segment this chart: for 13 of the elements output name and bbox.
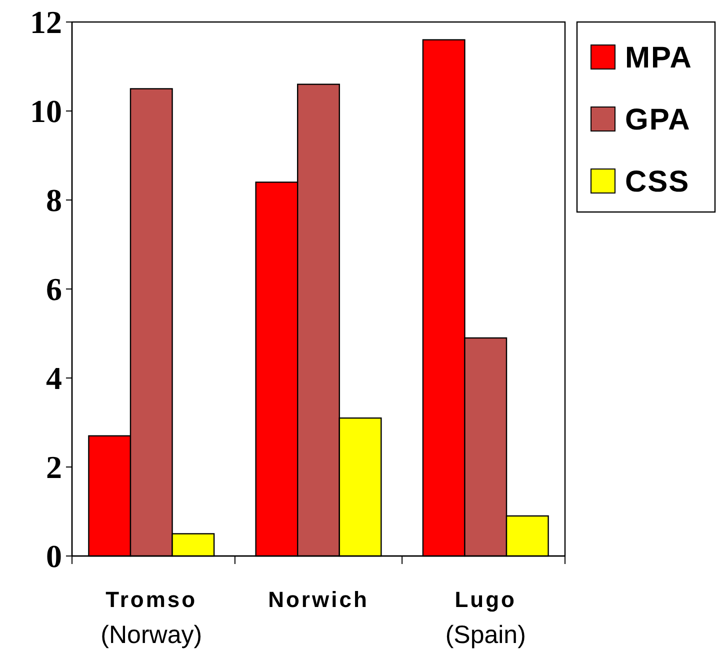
y-tick-label: 4 <box>46 360 62 396</box>
y-tick-label: 10 <box>30 93 62 130</box>
legend-label: GPA <box>625 104 691 136</box>
y-tick-label: 2 <box>46 449 62 486</box>
legend-label: CSS <box>625 166 690 198</box>
y-tick-label: 8 <box>46 182 62 218</box>
y-tick-label: 12 <box>30 4 62 40</box>
y-tick-label: 0 <box>46 538 62 574</box>
legend-label: MPA <box>625 42 692 74</box>
y-tick-label: 6 <box>46 271 62 308</box>
x-tick-label: Lugo (Spain) <box>445 587 526 649</box>
x-tick-label: Tromso (Norway) <box>100 587 202 649</box>
x-tick-label: Norwich <box>268 587 369 612</box>
